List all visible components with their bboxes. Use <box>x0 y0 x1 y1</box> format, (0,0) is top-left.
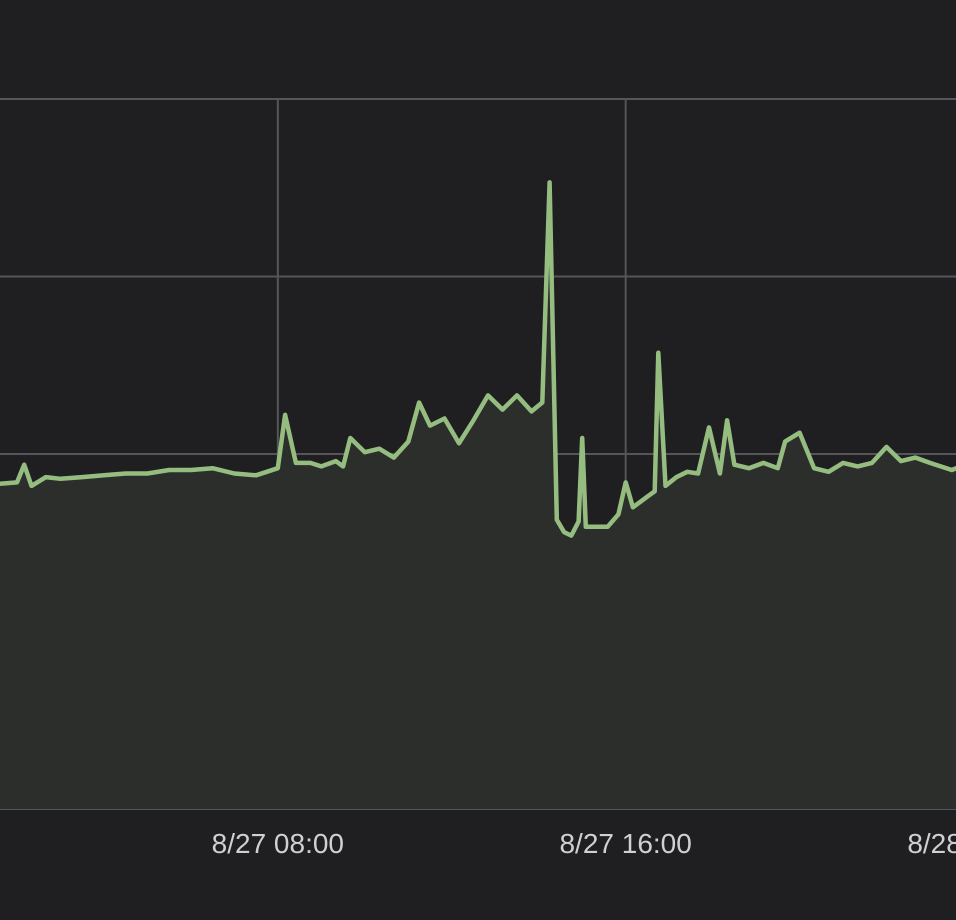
series-area-fill <box>0 182 956 809</box>
series-area <box>0 182 956 809</box>
x-tick-label: 8/27 08:00 <box>212 828 344 859</box>
x-tick-label: 8/28 00:00 <box>907 828 956 859</box>
x-tick-label: 8/27 16:00 <box>559 828 691 859</box>
series-line <box>0 180 956 538</box>
series-line-path[interactable] <box>0 180 956 538</box>
x-axis-tick-labels: 8/27 00:008/27 08:008/27 16:008/28 00:00 <box>212 828 956 859</box>
